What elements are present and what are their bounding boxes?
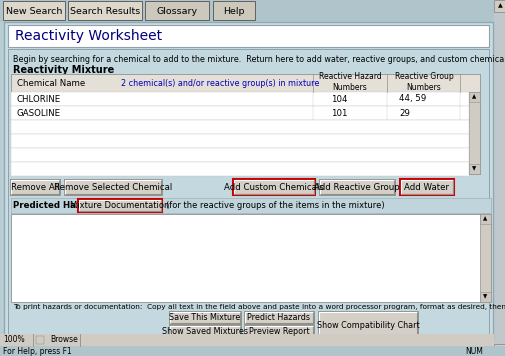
Text: 2 chemical(s) and/or reactive group(s) in mixture: 2 chemical(s) and/or reactive group(s) i… (121, 79, 319, 88)
Text: Predicted Hazards: Predicted Hazards (13, 201, 102, 210)
Text: New Search: New Search (6, 6, 62, 16)
Bar (493, 0, 505, 356)
Bar (11, 162, 468, 176)
Text: Browse: Browse (50, 335, 78, 345)
Bar (64, 179, 162, 195)
Text: 101: 101 (330, 109, 347, 117)
Text: Show Compatibility Chart: Show Compatibility Chart (316, 321, 419, 330)
Text: ▼: ▼ (472, 167, 476, 172)
Text: ▲: ▲ (482, 216, 487, 221)
Bar (11, 148, 468, 162)
Bar (479, 214, 490, 302)
Bar (213, 1, 255, 20)
Bar (3, 1, 65, 20)
Text: 29: 29 (398, 109, 409, 117)
Text: Reactive Hazard
Numbers: Reactive Hazard Numbers (318, 72, 381, 92)
Bar (0, 0, 493, 22)
Bar (318, 179, 394, 195)
Text: ▼: ▼ (482, 294, 487, 299)
Bar (243, 311, 314, 324)
Bar (11, 106, 468, 120)
Bar (11, 198, 490, 213)
Text: Glossary: Glossary (156, 6, 197, 16)
Bar (8, 25, 488, 47)
Text: ▼: ▼ (496, 347, 501, 352)
Text: ▲: ▲ (472, 94, 476, 99)
Bar (479, 214, 490, 224)
Text: To print hazards or documentation:  Copy all text in the field above and paste i: To print hazards or documentation: Copy … (13, 304, 505, 310)
Text: Save This Mixture: Save This Mixture (169, 314, 240, 323)
Bar (11, 120, 468, 134)
Bar (0, 346, 505, 356)
Bar (8, 49, 488, 334)
Text: Add Reactive Group: Add Reactive Group (314, 183, 399, 192)
Bar (11, 92, 468, 106)
Text: Predict Hazards: Predict Hazards (247, 314, 310, 323)
Bar (479, 292, 490, 302)
Text: Reactivity Mixture: Reactivity Mixture (13, 65, 114, 75)
Text: Reactive Group
Numbers: Reactive Group Numbers (394, 72, 452, 92)
Bar (145, 1, 209, 20)
Bar (493, 344, 505, 356)
Bar (232, 179, 315, 195)
Bar (399, 179, 453, 195)
Text: For Help, press F1: For Help, press F1 (3, 346, 72, 356)
Text: 104: 104 (330, 94, 347, 104)
Bar (468, 92, 479, 102)
Text: GASOLINE: GASOLINE (17, 109, 61, 117)
Text: Begin by searching for a chemical to add to the mixture.  Return here to add wat: Begin by searching for a chemical to add… (13, 54, 505, 63)
Bar (4, 22, 492, 340)
Bar (493, 0, 505, 12)
Text: Search Results: Search Results (70, 6, 140, 16)
Text: Show Saved Mixtures: Show Saved Mixtures (162, 328, 247, 336)
Text: Add Custom Chemicals: Add Custom Chemicals (224, 183, 323, 192)
Text: Mixture Documentation: Mixture Documentation (70, 201, 169, 210)
Bar (11, 74, 479, 92)
Bar (78, 199, 162, 212)
Bar (317, 311, 417, 339)
Bar (468, 164, 479, 174)
Bar (0, 334, 493, 346)
Text: ▲: ▲ (496, 4, 501, 9)
Bar (10, 179, 60, 195)
Bar (11, 74, 479, 174)
Text: Remove All: Remove All (11, 183, 59, 192)
Text: NUM: NUM (464, 346, 482, 356)
Bar (169, 325, 240, 338)
Bar (36, 336, 44, 344)
Text: Chemical Name: Chemical Name (17, 79, 85, 88)
Bar (243, 325, 314, 338)
Bar (11, 134, 468, 148)
Text: (for the reactive groups of the items in the mixture): (for the reactive groups of the items in… (166, 201, 384, 210)
Text: CHLORINE: CHLORINE (17, 94, 61, 104)
Text: Preview Report: Preview Report (248, 328, 309, 336)
Bar (11, 214, 490, 302)
Text: Help: Help (223, 6, 244, 16)
Bar (468, 92, 479, 174)
Text: 44, 59: 44, 59 (398, 94, 425, 104)
Text: Reactivity Worksheet: Reactivity Worksheet (15, 29, 162, 43)
Text: Add Water: Add Water (403, 183, 448, 192)
Text: Remove Selected Chemical: Remove Selected Chemical (54, 183, 172, 192)
Bar (169, 311, 240, 324)
Text: 100%: 100% (3, 335, 25, 345)
Bar (68, 1, 142, 20)
